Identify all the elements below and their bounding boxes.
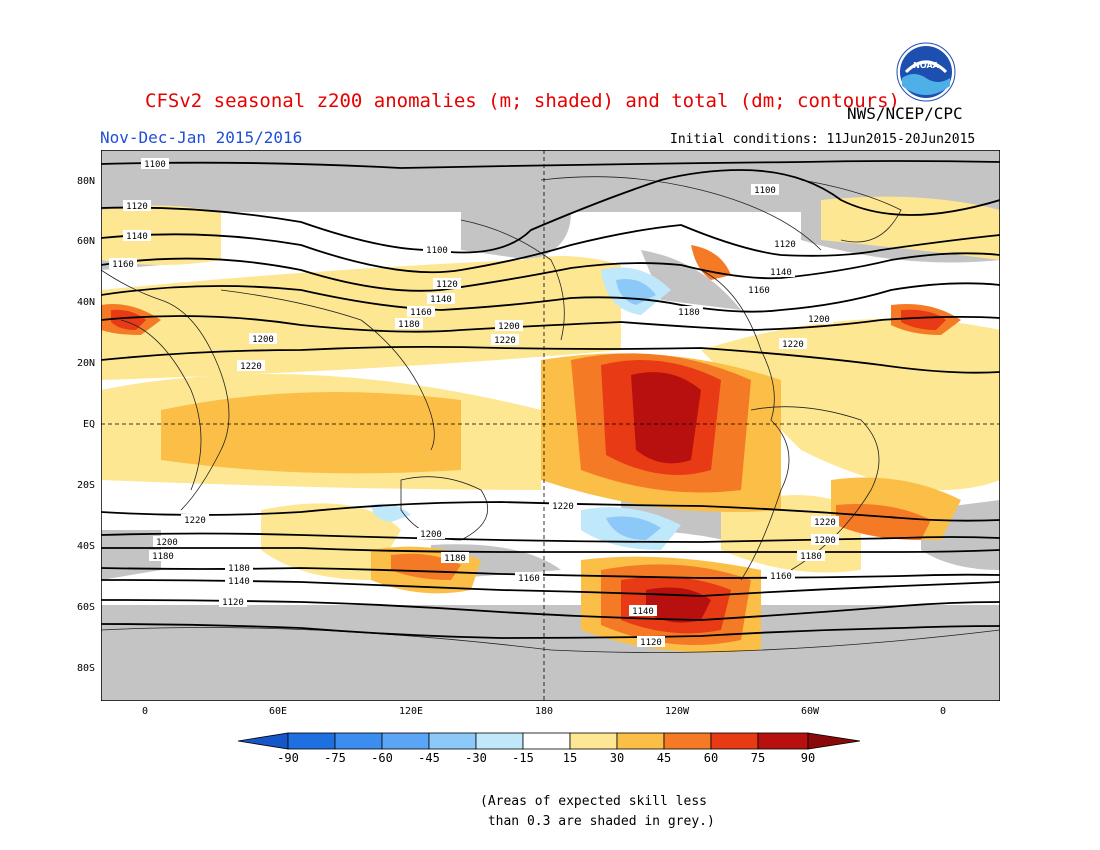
contour-label: 1140 (632, 607, 654, 617)
colorbar-label: 60 (703, 751, 719, 765)
colorbar-box (663, 732, 712, 750)
agency-label: NWS/NCEP/CPC (847, 104, 963, 123)
lat-label-60n: 60N (76, 236, 95, 247)
lat-label-20s: 20S (76, 480, 95, 491)
colorbar-box (522, 732, 571, 750)
colorbar-box (334, 732, 383, 750)
contour-label: 1220 (240, 362, 262, 372)
contour-label: 1200 (420, 530, 442, 540)
contour-label: 1120 (640, 638, 662, 648)
contour-label: 1200 (808, 315, 830, 325)
contour-label: 1180 (444, 554, 466, 564)
colorbar-box (475, 732, 524, 750)
contour-label: 1140 (770, 268, 792, 278)
contour-label: 1160 (518, 574, 540, 584)
colorbar (238, 732, 861, 750)
colorbar-box (287, 732, 336, 750)
colorbar-low-arrow (238, 732, 289, 750)
contour-label: 1220 (494, 336, 516, 346)
lon-label-0-west: 0 (141, 706, 149, 717)
contour-label: 1160 (410, 308, 432, 318)
contour-label: 1180 (678, 308, 700, 318)
colorbar-label: 90 (800, 751, 816, 765)
contour-label: 1180 (228, 564, 250, 574)
contour-label: 1140 (430, 295, 452, 305)
lon-label-0-east: 0 (939, 706, 947, 717)
colorbar-label: 75 (750, 751, 766, 765)
forecast-period: Nov-Dec-Jan 2015/2016 (100, 128, 303, 147)
colorbar-label: 45 (656, 751, 672, 765)
contour-label: 1220 (552, 502, 574, 512)
colorbar-label: -30 (465, 751, 487, 765)
noaa-logo-text: NOAA (913, 61, 939, 70)
contour-label: 1220 (782, 340, 804, 350)
grid-lines (101, 150, 1000, 701)
contour-label: 1180 (800, 552, 822, 562)
contour-label: 1120 (774, 240, 796, 250)
colorbar-label: -90 (277, 751, 299, 765)
contour-label: 1140 (228, 577, 250, 587)
contour-label: 1180 (398, 320, 420, 330)
lon-label-120e: 120E (398, 706, 424, 717)
contour-label: 1180 (152, 552, 174, 562)
height-contours (101, 160, 1000, 639)
colorbar-label: 15 (562, 751, 578, 765)
colorbar-label: 30 (609, 751, 625, 765)
colorbar-label: -60 (371, 751, 393, 765)
lat-label-20n: 20N (76, 358, 95, 369)
contour-label: 1200 (252, 335, 274, 345)
contour-label: 1120 (222, 598, 244, 608)
anomaly-75-90 (631, 372, 711, 623)
coastlines (101, 176, 1000, 653)
initial-conditions: Initial conditions: 11Jun2015-20Jun2015 (670, 132, 976, 147)
chart-title: CFSv2 seasonal z200 anomalies (m; shaded… (145, 90, 900, 112)
contour-label: 1220 (814, 518, 836, 528)
contour-label: 1200 (814, 536, 836, 546)
lat-label-40s: 40S (76, 541, 95, 552)
contour-label: 1200 (498, 322, 520, 332)
lat-label-80n: 80N (76, 176, 95, 187)
colorbar-box (381, 732, 430, 750)
colorbar-box (428, 732, 477, 750)
lon-label-60e: 60E (268, 706, 288, 717)
lon-label-120w: 120W (664, 706, 690, 717)
contour-label: 1200 (156, 538, 178, 548)
colorbar-box (616, 732, 665, 750)
noaa-logo: NOAA (896, 42, 956, 102)
colorbar-label: -15 (512, 751, 534, 765)
anomaly-map: 1100 1120 1140 1160 1100 1120 1140 1160 … (101, 150, 1000, 701)
colorbar-box (710, 732, 759, 750)
colorbar-label: -45 (418, 751, 440, 765)
contour-label: 1120 (126, 202, 148, 212)
lat-label-40n: 40N (76, 297, 95, 308)
contour-label: 1140 (126, 232, 148, 242)
skill-note: (Areas of expected skill less than 0.3 a… (480, 794, 715, 829)
contour-label-group: 1100 1120 1140 1160 1100 1120 1140 1160 … (109, 158, 839, 648)
contour-label: 1100 (426, 246, 448, 256)
contour-label: 1100 (144, 160, 166, 170)
contour-label: 1160 (770, 572, 792, 582)
colorbar-high-arrow (807, 732, 861, 750)
lon-label-60w: 60W (800, 706, 820, 717)
lat-label-80s: 80S (76, 663, 95, 674)
contour-label: 1220 (184, 516, 206, 526)
lat-label-eq: EQ (82, 419, 95, 430)
contour-label: 1160 (112, 260, 134, 270)
contour-label: 1120 (436, 280, 458, 290)
colorbar-box (569, 732, 618, 750)
contour-label: 1100 (754, 186, 776, 196)
lat-label-60s: 60S (76, 602, 95, 613)
lon-label-180: 180 (534, 706, 554, 717)
contour-label: 1160 (748, 286, 770, 296)
colorbar-box (757, 732, 809, 750)
colorbar-label: -75 (324, 751, 346, 765)
